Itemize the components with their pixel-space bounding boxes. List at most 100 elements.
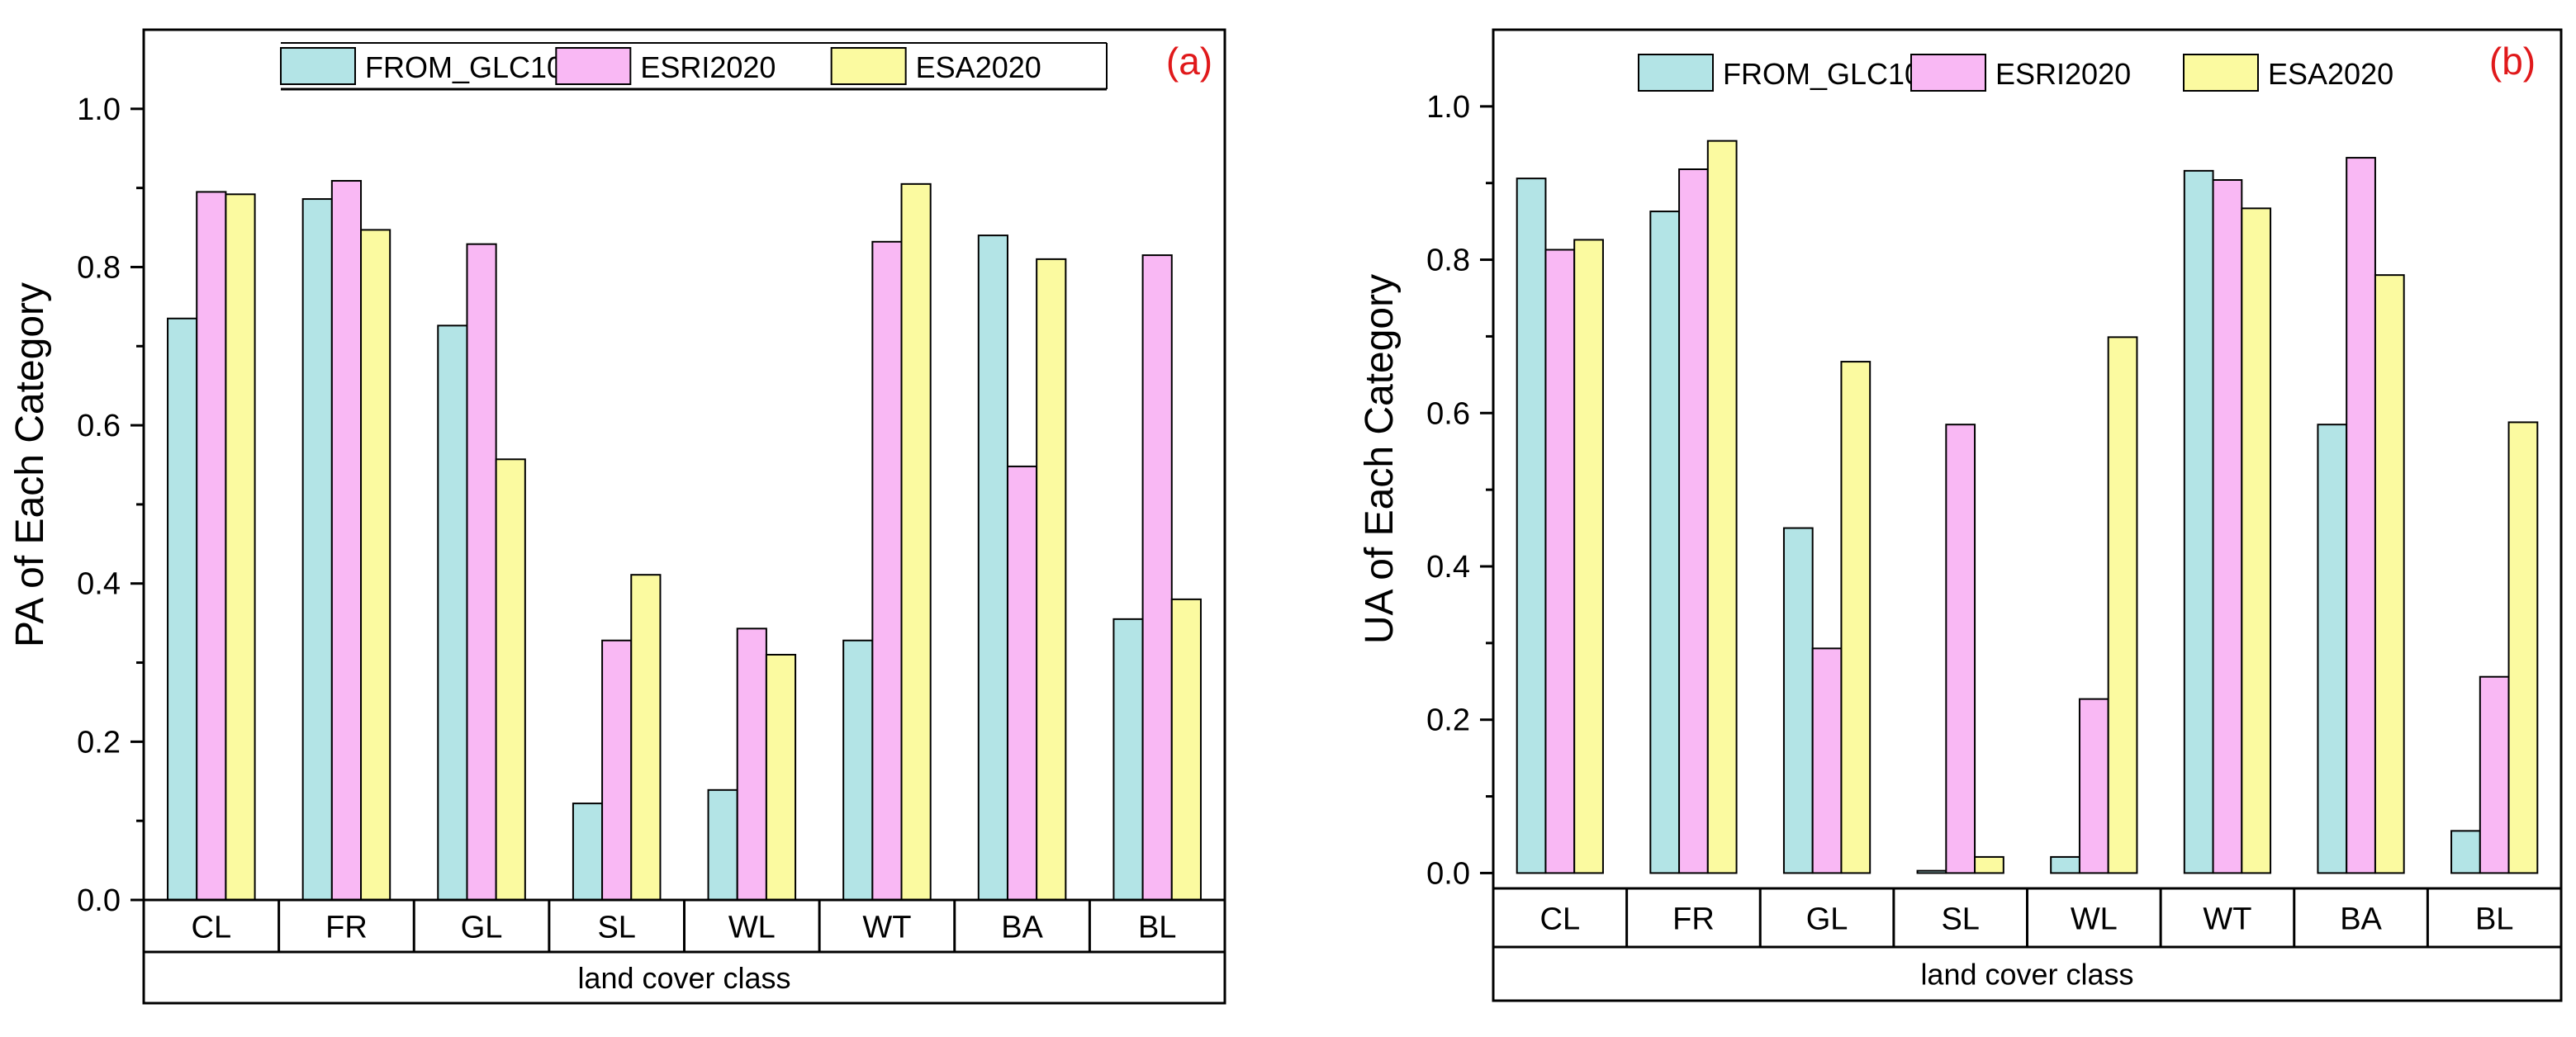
legend-label: ESRI2020 (640, 50, 776, 84)
y-tick-label: 0.8 (1426, 244, 1470, 278)
x-tick-label: GL (461, 911, 503, 945)
legend-swatch-esri2020 (555, 47, 632, 85)
bar-esa2020-gl (495, 458, 526, 901)
bar-esa2020-fr (1706, 140, 1738, 874)
x-tick-label: WT (2203, 902, 2251, 937)
legend-label: FROM_GLC10 (365, 50, 563, 84)
bar-esa2020-gl (1840, 361, 1872, 874)
x-axis-label: land cover class (1920, 958, 2133, 992)
bar-esa2020-wt (2241, 207, 2272, 874)
y-tick-label: 0.2 (1426, 703, 1470, 738)
y-tick-label: 0.4 (77, 567, 121, 602)
bar-esri2020-cl (1544, 249, 1576, 874)
x-tick-label: SL (597, 911, 635, 945)
bar-esri2020-wl (736, 627, 767, 901)
bar-esa2020-sl (1974, 855, 2004, 874)
bar-esa2020-bl (2507, 421, 2539, 874)
legend-swatch-esa2020 (830, 47, 907, 85)
bar-esa2020-fr (360, 229, 391, 902)
bar-esri2020-sl (601, 639, 633, 901)
x-tick-label: BL (1138, 911, 1176, 945)
chart-panel-b: 0.0 0.2 0.4 0.6 0.8 1.0 UA of Each Category CL F… (1358, 28, 2563, 1002)
bar-from-glc10-wt (2183, 169, 2214, 874)
bar-from-glc10-bl (1112, 618, 1144, 901)
bar-esri2020-bl (2479, 675, 2510, 874)
legend-label: FROM_GLC10 (1723, 57, 1921, 91)
x-tick-label: BL (2475, 902, 2513, 937)
bar-esri2020-fr (1678, 168, 1709, 874)
bar-esri2020-ba (2346, 157, 2376, 874)
panel-label: (a) (1166, 40, 1212, 83)
y-tick-label: 0.0 (1426, 856, 1470, 891)
bar-esa2020-sl (630, 574, 662, 901)
y-tick-label: 0.2 (77, 725, 121, 760)
bar-from-glc10-ba (977, 234, 1008, 901)
legend: FROM_GLC10 ESRI2020 ESA2020 (280, 42, 1108, 91)
bar-esri2020-bl (1141, 254, 1173, 901)
x-tick-label: FR (325, 911, 368, 945)
bar-from-glc10-fr (301, 198, 333, 901)
y-tick-label: 0.0 (77, 883, 121, 918)
y-axis-label: UA of Each Category (1358, 274, 1402, 644)
bar-esa2020-cl (225, 193, 256, 901)
x-tick-label: GL (1806, 902, 1848, 937)
bar-esa2020-cl (1573, 239, 1604, 874)
bar-from-glc10-fr (1649, 211, 1681, 874)
x-tick-label: CL (192, 911, 232, 945)
bar-esri2020-gl (466, 243, 497, 901)
y-axis-label: PA of Each Category (8, 282, 52, 647)
x-tick-label: CL (1540, 902, 1581, 937)
bar-from-glc10-wt (842, 639, 874, 901)
bar-from-glc10-gl (437, 324, 468, 901)
x-tick-label: WT (862, 911, 911, 945)
bar-esa2020-ba (2374, 274, 2405, 874)
bar-from-glc10-cl (167, 317, 198, 901)
bar-from-glc10-sl (1916, 869, 1947, 874)
bar-from-glc10-wl (707, 788, 738, 902)
chart-panel-a: 0.0 0.2 0.4 0.6 0.8 1.0 PA of Each Category CL F… (8, 28, 1226, 1005)
bar-esa2020-bl (1170, 598, 1202, 902)
bar-esri2020-gl (1811, 647, 1843, 874)
x-tick-label: BA (2340, 902, 2382, 937)
legend-swatch-esa2020 (2183, 54, 2259, 92)
y-tick-label: 1.0 (77, 92, 121, 127)
panel-label: (b) (2489, 40, 2536, 83)
bar-esa2020-wl (765, 653, 797, 901)
x-tick-label: BA (1001, 911, 1043, 945)
bar-esri2020-wt (871, 240, 903, 901)
y-tick-label: 0.6 (1426, 396, 1470, 431)
x-tick-label: WL (2071, 902, 2118, 937)
bar-esri2020-sl (1945, 424, 1976, 874)
legend-label: ESA2020 (916, 50, 1041, 84)
bar-esri2020-wt (2212, 179, 2243, 874)
legend-swatch-from-glc10 (1638, 54, 1714, 92)
bar-from-glc10-gl (1782, 527, 1814, 874)
legend-label: ESRI2020 (1995, 57, 2131, 91)
x-tick-label: FR (1672, 902, 1715, 937)
x-axis-label: land cover class (577, 961, 790, 995)
bar-esa2020-wl (2107, 336, 2138, 874)
x-tick-label: SL (1941, 902, 1979, 937)
y-tick-label: 0.6 (77, 409, 121, 443)
bar-esri2020-wl (2078, 698, 2109, 874)
bar-from-glc10-bl (2450, 830, 2481, 874)
legend-swatch-from-glc10 (280, 47, 356, 85)
bar-from-glc10-ba (2317, 424, 2348, 874)
legend-label: ESA2020 (2268, 57, 2393, 91)
bar-esri2020-cl (196, 191, 227, 902)
y-tick-label: 0.8 (77, 250, 121, 285)
bar-from-glc10-sl (572, 803, 604, 901)
y-tick-label: 1.0 (1426, 90, 1470, 125)
legend-swatch-esri2020 (1910, 54, 1986, 92)
legend: FROM_GLC10 ESRI2020 ESA2020 (1638, 54, 2393, 92)
y-tick-label: 0.4 (1426, 550, 1470, 585)
bar-from-glc10-cl (1516, 178, 1547, 874)
bar-esa2020-wt (900, 182, 932, 901)
bar-esa2020-ba (1036, 258, 1067, 901)
x-tick-label: WL (728, 911, 776, 945)
bar-from-glc10-wl (2050, 855, 2080, 874)
bar-esri2020-ba (1006, 465, 1038, 901)
bar-esri2020-fr (330, 180, 363, 901)
